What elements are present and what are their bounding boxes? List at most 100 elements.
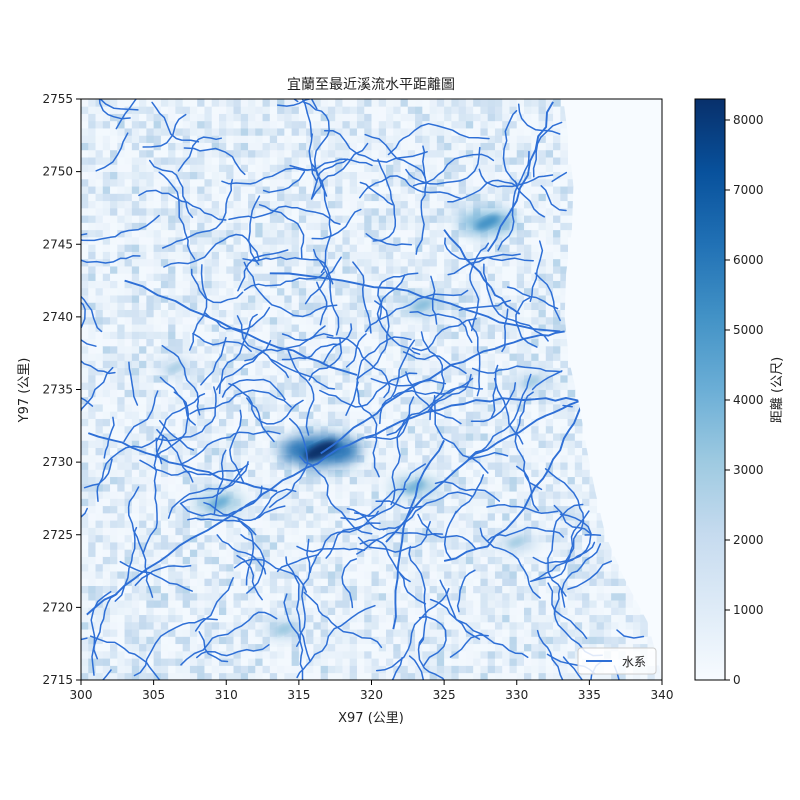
distance-cell [95,556,104,565]
distance-cell [175,287,184,296]
distance-cell [306,476,314,485]
distance-cell [458,360,467,369]
distance-cell [407,142,416,151]
distance-cell [378,447,387,456]
distance-cell [444,440,452,448]
distance-cell [327,186,336,194]
distance-cell [262,171,271,180]
distance-cell [124,621,133,630]
distance-cell [524,672,532,680]
distance-cell [298,280,307,289]
distance-cell [502,113,510,122]
distance-cell [320,600,329,608]
distance-cell [277,483,285,492]
distance-cell [95,396,104,405]
distance-cell [451,600,460,608]
distance-cell [81,462,89,470]
distance-cell [378,280,387,289]
distance-cell [139,374,147,383]
distance-cell [269,527,278,536]
distance-cell [458,244,467,252]
distance-cell [117,621,125,630]
distance-cell [458,99,467,107]
distance-cell [160,505,169,514]
distance-cell [298,244,307,252]
distance-cell [429,324,438,332]
distance-cell [371,295,380,303]
distance-cell [88,418,96,427]
distance-cell [240,200,249,209]
distance-cell [240,244,249,252]
distance-cell [117,331,125,340]
distance-cell [524,621,532,630]
distance-cell [349,433,358,441]
distance-cell [291,563,300,572]
distance-cell [429,600,438,608]
distance-cell [502,120,510,129]
distance-cell [502,193,510,202]
distance-cell [415,462,423,470]
distance-cell [502,207,510,216]
distance-cell [284,309,293,318]
distance-cell [110,302,118,311]
distance-cell [102,614,111,623]
distance-cell [306,389,314,398]
distance-cell [364,207,372,216]
distance-cell [291,542,300,550]
distance-cell [465,244,474,252]
distance-cell [175,571,184,579]
distance-cell [516,266,525,274]
distance-cell [160,251,169,260]
distance-cell [516,549,525,557]
distance-cell [531,549,539,557]
distance-cell [364,135,372,143]
distance-cell [306,643,314,652]
distance-cell [102,440,111,448]
distance-cell [211,280,220,289]
distance-cell [175,345,184,354]
distance-cell [197,324,205,332]
distance-cell [415,353,423,361]
distance-cell [342,316,351,325]
distance-cell [226,164,234,173]
distance-cell [436,200,445,209]
distance-cell [480,128,489,136]
distance-cell [473,287,481,296]
distance-cell [531,658,539,666]
distance-cell [153,607,162,616]
distance-cell [277,99,285,107]
distance-cell [451,106,460,114]
distance-cell [182,629,191,637]
distance-cell [124,549,133,557]
distance-cell [240,309,249,318]
distance-cell [218,404,227,412]
distance-cell [386,418,394,427]
distance-cell [524,600,532,608]
distance-cell [458,273,467,281]
distance-cell [182,302,191,311]
distance-cell [465,512,474,521]
distance-cell [327,353,336,361]
distance-cell [182,658,191,666]
distance-cell [502,106,510,114]
distance-cell [277,266,285,274]
distance-cell [393,585,401,594]
distance-cell [102,338,111,347]
distance-cell [269,193,278,202]
distance-cell [371,672,380,680]
distance-cell [378,411,387,419]
distance-cell [393,236,401,245]
distance-cell [378,505,387,514]
distance-cell [117,106,125,114]
distance-cell [218,186,227,194]
distance-cell [81,505,89,514]
distance-cell [204,178,213,187]
distance-cell [509,128,518,136]
distance-cell [262,178,271,187]
distance-cell [160,316,169,325]
distance-cell [473,113,481,122]
distance-cell [306,222,314,231]
distance-cell [81,425,89,434]
distance-cell [248,469,256,478]
distance-cell [349,229,358,238]
